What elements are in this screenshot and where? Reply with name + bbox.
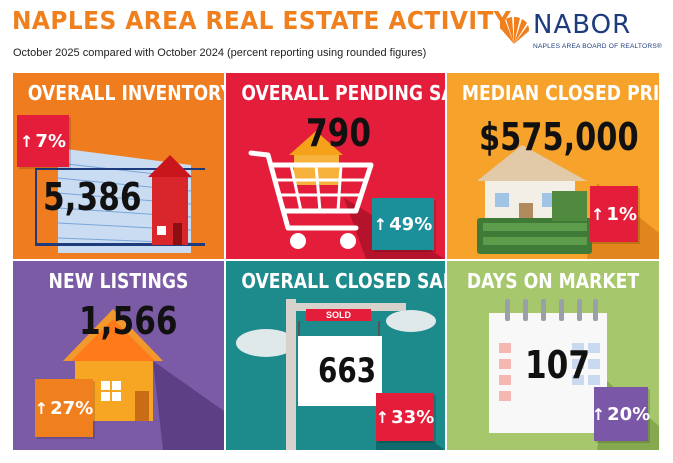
tile-title: NEW LISTINGS [48,269,189,293]
logo-wordmark: NABOR [533,10,632,40]
up-arrow-icon: ↑ [591,404,606,424]
tile-new-listings: NEW LISTINGS 1,566 ↑ 27% [13,261,224,450]
change-badge: ↑ 33% [376,393,434,441]
up-arrow-icon: ↑ [373,214,388,234]
change-badge: ↑ 27% [35,379,93,437]
change-value: 20% [607,403,651,425]
tile-days-on-market: DAYS ON MARKET 107 ↑ 20% [447,261,659,450]
up-arrow-icon: ↑ [20,131,34,151]
change-badge: ↑ 1% [590,186,638,242]
tile-title: DAYS ON MARKET [466,269,640,293]
tile-title: MEDIAN CLOSED PRICE [461,81,659,105]
up-arrow-icon: ↑ [591,204,605,224]
tile-title: OVERALL PENDING SALES [241,81,445,105]
tile-overall-pending-sales: OVERALL PENDING SALES 790 ↑ 49% [226,73,445,259]
tile-overall-inventory: OVERALL INVENTORY ↑ 7% 5,386 [13,73,224,259]
tile-title: OVERALL INVENTORY [27,81,224,105]
change-value: 49% [389,213,433,235]
up-arrow-icon: ↑ [375,407,390,427]
metric-value: 5,386 [43,175,142,219]
nabor-logo: NABOR NAPLES AREA BOARD OF REALTORS® [497,10,662,56]
header: NAPLES AREA REAL ESTATE ACTIVITY October… [0,0,673,72]
tile-median-closed-price: MEDIAN CLOSED PRICE $575,000 ↑ 1% [447,73,659,259]
change-value: 1% [606,203,637,225]
change-value: 7% [35,130,66,152]
page-subtitle: October 2025 compared with October 2024 … [13,47,427,59]
tile-title: OVERALL CLOSED SALES [241,269,445,293]
metric-value: 107 [525,343,591,387]
metric-value: 663 [318,351,377,391]
metric-value: 1,566 [79,299,178,343]
metric-value: $575,000 [479,115,639,159]
shell-logo-icon [500,16,530,44]
change-badge: ↑ 7% [17,115,69,167]
change-badge: ↑ 20% [591,387,651,441]
sold-sign-label: SOLD [325,310,351,320]
house-chart-illustration [35,148,205,253]
up-arrow-icon: ↑ [34,398,49,418]
change-value: 27% [50,397,94,419]
metric-value: 790 [306,111,372,155]
change-value: 33% [391,406,435,428]
house-illustration [63,309,224,450]
change-badge: ↑ 49% [372,198,434,250]
logo-subtitle: NAPLES AREA BOARD OF REALTORS® [533,43,662,50]
tile-overall-closed-sales: OVERALL CLOSED SALES SOLD 663 ↑ 33% [226,261,445,450]
page-title: NAPLES AREA REAL ESTATE ACTIVITY [12,6,512,35]
